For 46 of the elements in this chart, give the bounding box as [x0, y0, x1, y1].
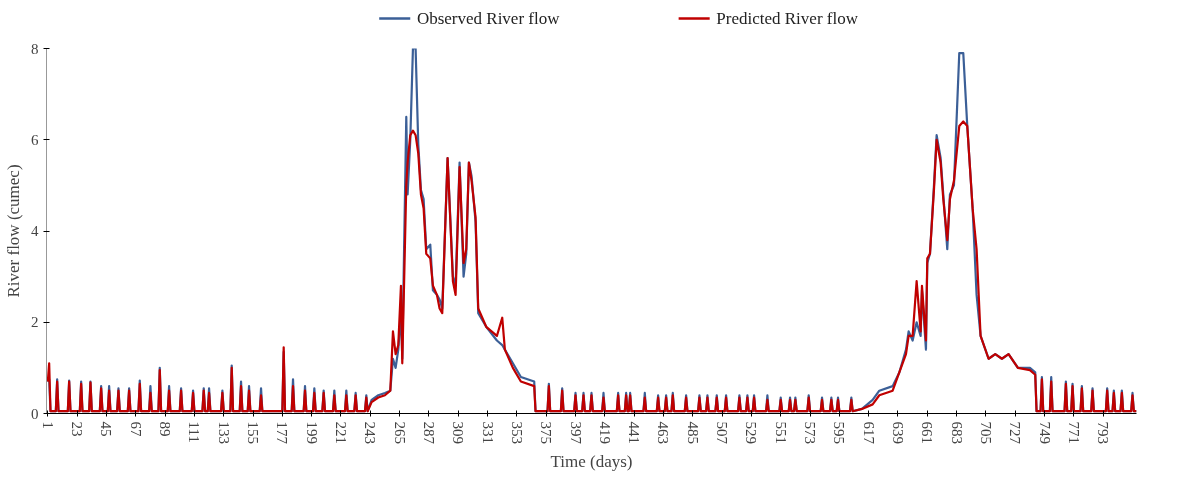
x-tick-label: 1 [39, 421, 56, 429]
x-tick-label: 595 [831, 421, 848, 444]
x-tick-label: 727 [1007, 421, 1024, 445]
x-tick-label: 67 [127, 421, 144, 437]
x-tick-label: 45 [98, 421, 115, 437]
x-tick-label: 617 [860, 421, 877, 445]
x-tick-label: 485 [684, 421, 701, 444]
x-tick-label: 551 [772, 421, 789, 444]
x-tick-label: 529 [743, 421, 760, 444]
y-tick-label: 6 [31, 131, 39, 148]
legend-label: Predicted River flow [716, 9, 859, 28]
x-tick-label: 243 [362, 421, 379, 444]
x-tick-label: 441 [626, 421, 643, 444]
legend-label: Observed River flow [416, 9, 561, 28]
x-tick-label: 749 [1036, 421, 1053, 444]
x-tick-label: 397 [567, 421, 584, 445]
x-tick-label: 463 [655, 421, 672, 444]
x-tick-label: 309 [450, 421, 467, 444]
x-tick-label: 221 [332, 421, 349, 444]
x-tick-label: 89 [157, 421, 174, 437]
x-tick-label: 507 [714, 421, 731, 445]
x-tick-label: 419 [596, 421, 613, 444]
x-tick-label: 287 [420, 421, 437, 445]
x-tick-label: 199 [303, 421, 320, 444]
x-tick-label: 133 [215, 421, 232, 444]
y-tick-label: 0 [31, 405, 39, 422]
x-tick-label: 111 [186, 421, 203, 443]
x-tick-label: 353 [508, 421, 525, 444]
y-tick-label: 8 [31, 40, 39, 57]
x-tick-label: 661 [919, 421, 936, 444]
x-tick-label: 639 [889, 421, 906, 444]
y-axis-title: River flow (cumec) [4, 164, 23, 298]
x-tick-label: 573 [802, 421, 819, 444]
y-tick-label: 2 [31, 314, 39, 331]
x-tick-label: 155 [245, 421, 262, 444]
y-tick-label: 4 [31, 223, 39, 239]
x-tick-label: 177 [274, 421, 291, 445]
x-tick-label: 23 [69, 421, 86, 437]
x-tick-label: 683 [948, 421, 965, 444]
x-axis-title: Time (days) [550, 452, 633, 471]
x-tick-label: 331 [479, 421, 496, 444]
x-tick-label: 793 [1095, 421, 1112, 444]
x-tick-label: 265 [391, 421, 408, 444]
x-tick-label: 375 [538, 421, 555, 444]
x-tick-label: 771 [1065, 421, 1082, 444]
x-tick-label: 705 [977, 421, 994, 444]
